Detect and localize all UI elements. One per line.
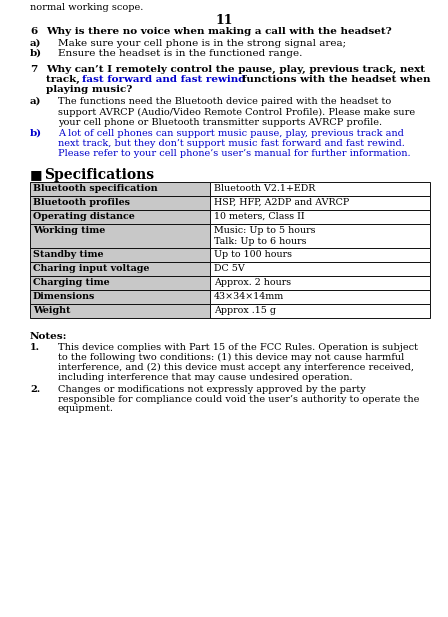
Bar	[210, 276, 430, 290]
Bar	[30, 290, 210, 304]
Text: Charing input voltage: Charing input voltage	[33, 264, 149, 273]
Text: Make sure your cell phone is in the strong signal area;: Make sure your cell phone is in the stro…	[58, 38, 346, 48]
Text: track,: track,	[46, 75, 83, 84]
Text: normal working scope.: normal working scope.	[30, 3, 143, 12]
Text: Music: Up to 5 hours: Music: Up to 5 hours	[214, 226, 315, 235]
Text: 10 meters, Class II: 10 meters, Class II	[214, 212, 305, 221]
Text: A lot of cell phones can support music pause, play, previous track and: A lot of cell phones can support music p…	[58, 128, 404, 138]
Text: support AVRCP (Audio/Video Remote Control Profile). Please make sure: support AVRCP (Audio/Video Remote Contro…	[58, 107, 415, 117]
Text: Charging time: Charging time	[33, 278, 110, 287]
Bar	[210, 248, 430, 262]
Text: Please refer to your cell phone’s user’s manual for further information.: Please refer to your cell phone’s user’s…	[58, 149, 411, 159]
Text: equipment.: equipment.	[58, 404, 114, 413]
Text: b): b)	[30, 49, 42, 58]
Text: playing music?: playing music?	[46, 86, 132, 94]
Text: The functions need the Bluetooth device paired with the headset to: The functions need the Bluetooth device …	[58, 97, 391, 106]
Text: fast forward and fast rewind: fast forward and fast rewind	[82, 75, 246, 84]
Text: Standby time: Standby time	[33, 250, 103, 259]
Bar	[30, 248, 210, 262]
Bar	[30, 276, 210, 290]
Text: including interference that may cause undesired operation.: including interference that may cause un…	[58, 373, 353, 382]
Text: your cell phone or Bluetooth transmitter supports AVRCP profile.: your cell phone or Bluetooth transmitter…	[58, 118, 382, 127]
Text: Ensure the headset is in the functioned range.: Ensure the headset is in the functioned …	[58, 49, 302, 58]
Text: 2.: 2.	[30, 385, 40, 394]
Bar	[30, 262, 210, 276]
Bar	[210, 262, 430, 276]
Text: Approx. 2 hours: Approx. 2 hours	[214, 278, 291, 287]
Bar	[210, 210, 430, 224]
Text: Bluetooth V2.1+EDR: Bluetooth V2.1+EDR	[214, 184, 315, 193]
Text: 7: 7	[30, 65, 37, 73]
Text: responsible for compliance could void the user’s authority to operate the: responsible for compliance could void th…	[58, 394, 419, 404]
Text: a): a)	[30, 97, 42, 106]
Text: functions with the headset when: functions with the headset when	[242, 75, 431, 84]
Bar	[210, 196, 430, 210]
Text: Bluetooth specification: Bluetooth specification	[33, 184, 158, 193]
Bar	[30, 196, 210, 210]
Text: Changes or modifications not expressly approved by the party: Changes or modifications not expressly a…	[58, 385, 366, 394]
Text: Dimensions: Dimensions	[33, 292, 95, 301]
Bar	[30, 304, 210, 318]
Bar	[210, 304, 430, 318]
Text: 6: 6	[30, 27, 37, 36]
Bar	[210, 224, 430, 248]
Bar	[210, 290, 430, 304]
Text: 43×34×14mm: 43×34×14mm	[214, 292, 284, 301]
Text: b): b)	[30, 128, 42, 138]
Text: 1.: 1.	[30, 344, 40, 352]
Bar	[30, 182, 210, 196]
Text: HSP, HFP, A2DP and AVRCP: HSP, HFP, A2DP and AVRCP	[214, 198, 349, 207]
Text: DC 5V: DC 5V	[214, 264, 245, 273]
Text: a): a)	[30, 38, 42, 48]
Text: Approx .15 g: Approx .15 g	[214, 306, 276, 315]
Text: to the following two conditions: (1) this device may not cause harmful: to the following two conditions: (1) thi…	[58, 354, 404, 362]
Text: Up to 100 hours: Up to 100 hours	[214, 250, 292, 259]
Text: Bluetooth profiles: Bluetooth profiles	[33, 198, 130, 207]
Text: This device complies with Part 15 of the FCC Rules. Operation is subject: This device complies with Part 15 of the…	[58, 344, 418, 352]
Text: Working time: Working time	[33, 226, 105, 235]
Text: Weight: Weight	[33, 306, 70, 315]
Text: Talk: Up to 6 hours: Talk: Up to 6 hours	[214, 237, 306, 246]
Text: Why is there no voice when making a call with the headset?: Why is there no voice when making a call…	[46, 27, 392, 36]
Bar	[210, 182, 430, 196]
Text: Specifications: Specifications	[44, 168, 154, 182]
Text: interference, and (2) this device must accept any interference received,: interference, and (2) this device must a…	[58, 363, 414, 372]
Bar	[30, 210, 210, 224]
Text: next track, but they don’t support music fast forward and fast rewind.: next track, but they don’t support music…	[58, 139, 405, 148]
Text: Why can’t I remotely control the pause, play, previous track, next: Why can’t I remotely control the pause, …	[46, 65, 425, 73]
Bar	[30, 224, 210, 248]
Text: Operating distance: Operating distance	[33, 212, 135, 221]
Text: Notes:: Notes:	[30, 332, 68, 341]
Text: ■: ■	[30, 168, 43, 181]
Text: 11: 11	[215, 14, 233, 27]
